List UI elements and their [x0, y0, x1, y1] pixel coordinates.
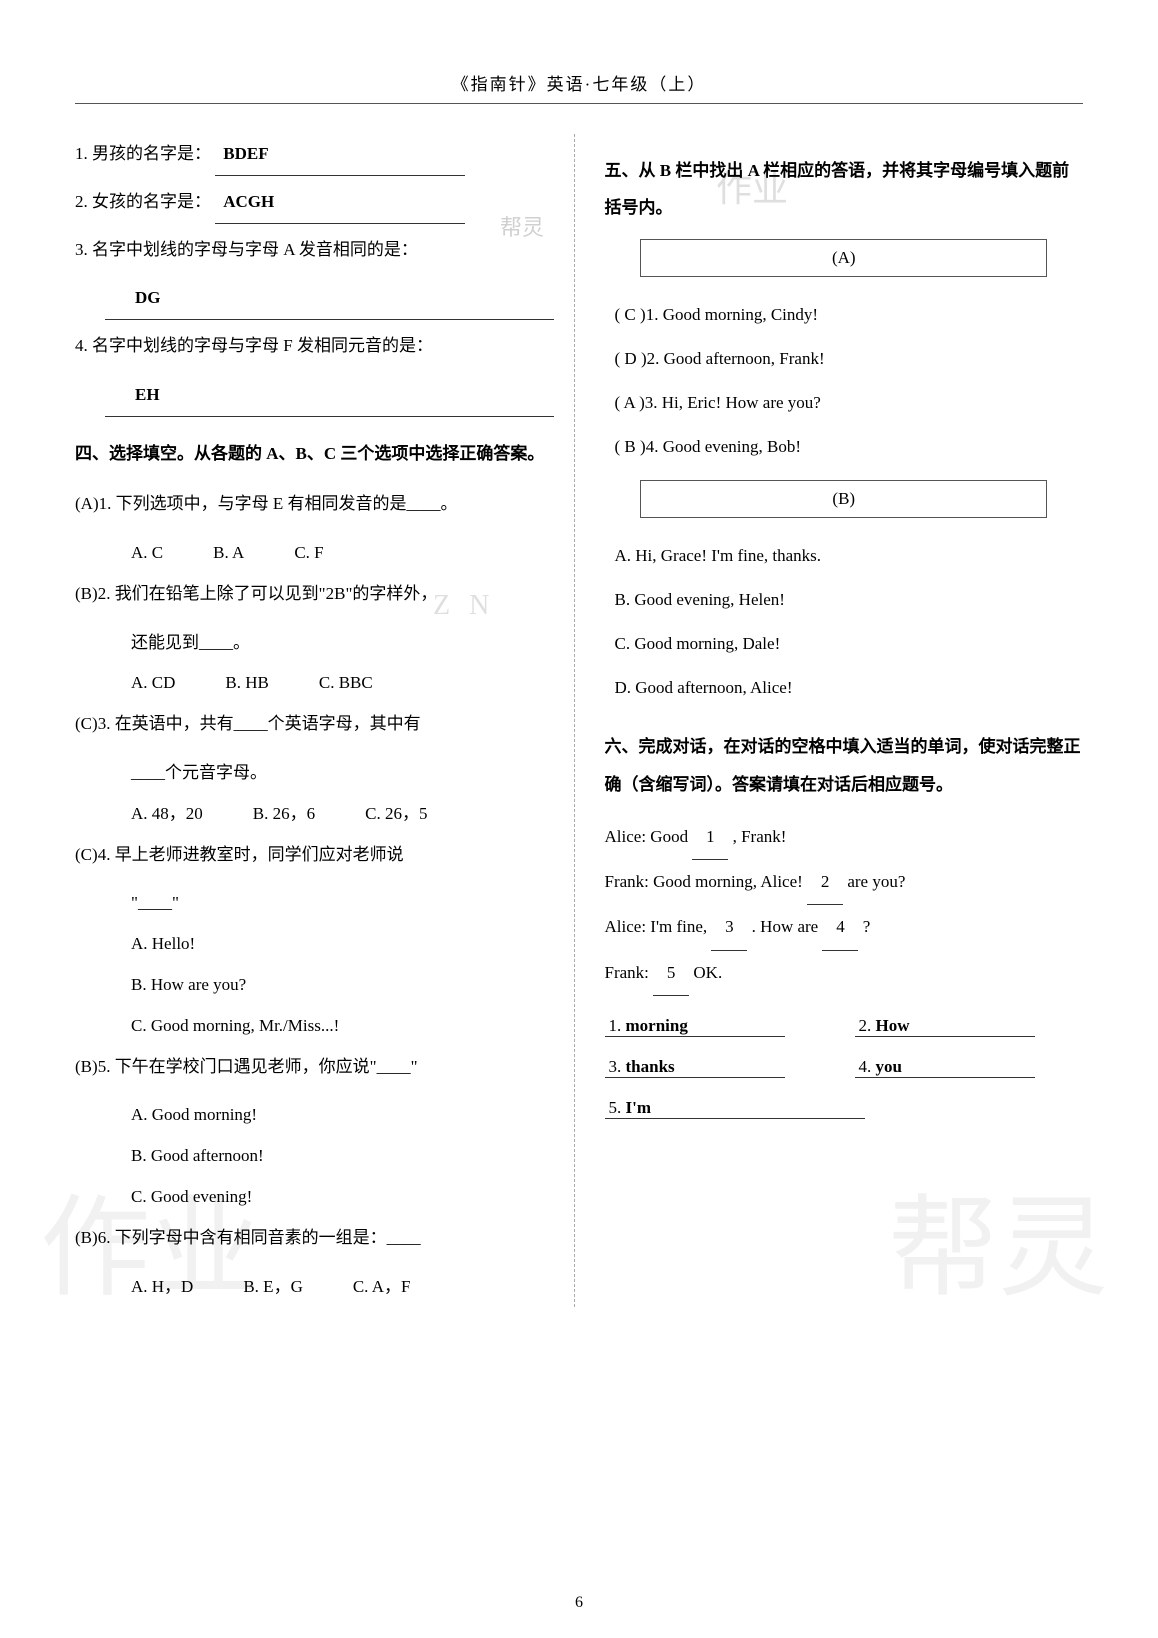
mc-q4-opt-c: C. Good morning, Mr./Miss...! — [75, 1006, 554, 1047]
dialogue-2: Frank: Good morning, Alice! 2 are you? — [605, 860, 1084, 905]
box-b-label: (B) — [640, 480, 1047, 518]
match-b-b: B. Good evening, Helen! — [605, 578, 1084, 622]
mc-q1-opts: A. C B. A C. F — [75, 533, 554, 574]
mc-q6-opts: A. H，D B. E，G C. A，F — [75, 1267, 554, 1308]
q2-answer: ACGH — [215, 182, 465, 224]
section5-title: 五、从 B 栏中找出 A 栏相应的答语，并将其字母编号填入题前括号内。 — [605, 152, 1084, 227]
match-a4: ( B )4. Good evening, Bob! — [605, 425, 1084, 469]
q4: 4. 名字中划线的字母与字母 F 发相同元音的是： EH — [75, 326, 554, 417]
match-b-c: C. Good morning, Dale! — [605, 622, 1084, 666]
match-a2: ( D )2. Good afternoon, Frank! — [605, 337, 1084, 381]
box-a-label: (A) — [640, 239, 1047, 277]
dialogue-4: Frank: 5 OK. — [605, 951, 1084, 996]
match-b-d: D. Good afternoon, Alice! — [605, 666, 1084, 710]
q4-answer: EH — [105, 375, 554, 417]
section4-title: 四、选择填空。从各题的 A、B、C 三个选项中选择正确答案。 — [75, 435, 554, 472]
mc-q5-opt-b: B. Good afternoon! — [75, 1136, 554, 1177]
mc-q5-opt-a: A. Good morning! — [75, 1095, 554, 1136]
mc-q5-opt-c: C. Good evening! — [75, 1177, 554, 1218]
match-a1: ( C )1. Good morning, Cindy! — [605, 293, 1084, 337]
q1-answer: BDEF — [215, 134, 465, 176]
mc-q2-opts: A. CD B. HB C. BBC — [75, 663, 554, 704]
match-b-a: A. Hi, Grace! I'm fine, thanks. — [605, 534, 1084, 578]
q1: 1. 男孩的名字是： BDEF — [75, 134, 554, 176]
q3: 3. 名字中划线的字母与字母 A 发音相同的是： DG — [75, 230, 554, 321]
mc-q5: (B)5. 下午在学校门口遇见老师，你应说"____" — [75, 1047, 554, 1088]
page-header: 《指南针》英语·七年级（上） — [75, 70, 1083, 104]
mc-q3: (C)3. 在英语中，共有____个英语字母，其中有 — [75, 704, 554, 745]
match-a3: ( A )3. Hi, Eric! How are you? — [605, 381, 1084, 425]
mc-q1: (A)1. 下列选项中，与字母 E 有相同发音的是____。 — [75, 484, 554, 525]
mc-q3-line2: ____个元音字母。 — [75, 753, 554, 794]
answer-row-2: 3. thanks 4. you — [605, 1057, 1084, 1078]
right-column: 五、从 B 栏中找出 A 栏相应的答语，并将其字母编号填入题前括号内。 (A) … — [605, 134, 1084, 1307]
dialogue-1: Alice: Good 1 , Frank! — [605, 815, 1084, 860]
answer-row-3: 5. I'm — [605, 1078, 1084, 1119]
answer-row-1: 1. morning 2. How — [605, 1016, 1084, 1037]
q3-answer: DG — [105, 278, 554, 320]
mc-q4-opt-a: A. Hello! — [75, 924, 554, 965]
mc-q4-opt-b: B. How are you? — [75, 965, 554, 1006]
left-column: 1. 男孩的名字是： BDEF 2. 女孩的名字是： ACGH 3. 名字中划线… — [75, 134, 575, 1307]
mc-q4-line2: "____" — [75, 883, 554, 924]
mc-q2: (B)2. 我们在铅笔上除了可以见到"2B"的字样外， — [75, 574, 554, 615]
mc-q2-line2: 还能见到____。 — [75, 623, 554, 664]
mc-q3-opts: A. 48，20 B. 26，6 C. 26，5 — [75, 794, 554, 835]
section6-title: 六、完成对话，在对话的空格中填入适当的单词，使对话完整正确（含缩写词）。答案请填… — [605, 728, 1084, 803]
dialogue-3: Alice: I'm fine, 3 . How are 4 ? — [605, 905, 1084, 950]
page-number: 6 — [0, 1594, 1158, 1612]
mc-q6: (B)6. 下列字母中含有相同音素的一组是：____ — [75, 1218, 554, 1259]
q2: 2. 女孩的名字是： ACGH — [75, 182, 554, 224]
mc-q4: (C)4. 早上老师进教室时，同学们应对老师说 — [75, 835, 554, 876]
